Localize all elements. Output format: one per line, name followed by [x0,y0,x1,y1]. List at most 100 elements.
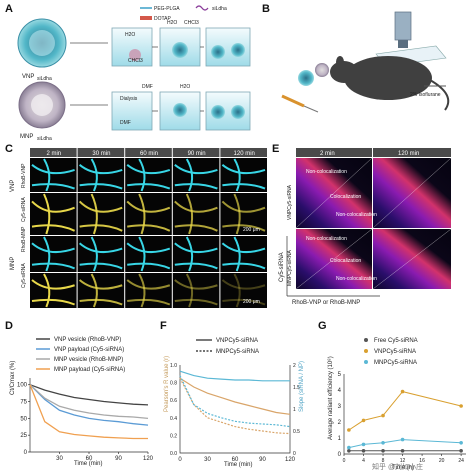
isoflurane-label: 2% Isoflurane [410,92,441,98]
c-vessel [185,193,194,235]
watermark: 知乎 @刘如小庄 [372,462,423,471]
c-vessel [43,236,51,272]
c-vessel [126,242,171,254]
c-time-label: 30 min [92,151,110,157]
data-point [347,449,351,453]
c-vessel [79,224,123,232]
e-time-label-1: 2 min [320,151,335,157]
c-vessel [174,279,218,290]
c-vessel [222,262,266,270]
c-vessel [138,158,146,192]
e-quad-noncoloc-1: Non-colocalization [306,169,347,175]
g-legend-1: Free Cy5-siRNA [374,338,418,344]
mouse-body [344,56,432,100]
legend-peg-plga: PEG-PLGA [154,6,180,12]
c-time-header [77,148,125,157]
series-line [29,384,149,420]
panel-letter-g: G [318,320,327,332]
c-time-header [172,148,220,157]
c-vessel [90,273,98,308]
c-vessel [233,273,241,308]
f-ytick-label: 0.8 [170,381,177,387]
c-vessel [78,279,123,290]
c-time-header [125,148,172,157]
data-point [347,445,351,450]
c-vessel [174,164,218,175]
beaker-bottom-2 [159,91,201,131]
f-xtick-label: 30 [204,457,211,463]
step-text-3: CHCl3 [128,58,143,64]
d-ytick-label: 25 [20,433,27,439]
f-y2tick-label: 0 [293,451,296,457]
panel-c-images: 2 min 30 min 60 min 90 min 120 min VNP MNP R… [10,148,267,308]
c-vessel [43,193,51,235]
d-ytick-label: 75 [20,400,27,406]
g-ytick-label: 3 [338,404,342,410]
c-vessel [138,273,146,308]
c-vessel [174,242,218,254]
g-ytick-label: 5 [338,372,342,378]
d-xlabel: Time (min) [74,461,102,467]
g-xtick-label: 12 [400,458,406,464]
g-legend-3: MNPCy5-siRNA [374,360,417,366]
c-vessel [222,183,266,190]
c-time-label: 90 min [188,151,206,157]
legend-dotap: DOTAP [154,16,172,22]
g-ytick-label: 0 [338,452,342,458]
c-time-label: 60 min [140,151,158,157]
vnp-label: VNP [22,74,34,80]
c-vessel [79,298,123,306]
g-xtick-label: 4 [362,458,365,464]
c-vessel [78,200,123,213]
panel-letter-c: C [5,143,13,155]
row-label-cy5-vnp: Cy5-siRNA [21,197,27,222]
g-xtick-label: 20 [439,458,445,464]
g-ytick-label: 1 [338,436,342,442]
f-xtick-label: 120 [285,457,296,463]
c-vessel [221,279,266,290]
c-vessel [174,262,218,270]
series-line [348,439,462,449]
c-vessel [31,279,75,290]
d-xtick-label: 60 [86,456,93,462]
c-vessel [31,183,75,190]
c-vessel [174,224,218,232]
c-vessel [233,158,241,192]
f-legend-1: VNPCy5-siRNA [216,338,258,344]
f-ytick-label: 1.0 [170,363,177,369]
row-label-rhob-vnp: RhoB-VNP [21,163,27,188]
f-axes [179,365,291,454]
panel-letter-e: E [272,143,279,155]
c-vessel [221,164,266,175]
step-text-2: H2O [167,20,177,26]
panel-b-schematic: 2% Isoflurane [281,11,450,113]
mnp-sub: siLdha [37,136,52,142]
step-text-6: DMF [142,84,153,90]
c-image-tile [172,273,220,308]
microscope-objective [394,11,412,41]
legend-sildha: siLdha [212,6,227,12]
c-vessel [222,298,266,306]
c-vessel [90,193,98,235]
c-image-tile [220,273,267,308]
d-legend-1: VNP vesicle (RhoB-VNP) [54,337,121,343]
step-text-4: CHCl3 [184,20,199,26]
row-label-cy5-mnp: Cy5-siRNA [21,263,27,288]
e-yaxis-label: Cy5-siRNA [279,252,285,282]
c-vessel [127,224,171,232]
row-label-rhob-mnp: RhoB-MNP [21,226,27,252]
panel-letter-a: A [5,3,13,15]
series-line [179,375,291,428]
c-vessel [31,242,75,254]
f-y2tick-label: 2 [293,363,296,369]
d-xtick-label: 90 [115,456,122,462]
series-line [29,384,148,440]
c-vessel [174,200,218,213]
c-vessel [126,164,171,175]
data-point [381,413,385,418]
series-line [179,370,290,382]
c-vessel [90,236,98,272]
c-vessel [43,158,51,192]
